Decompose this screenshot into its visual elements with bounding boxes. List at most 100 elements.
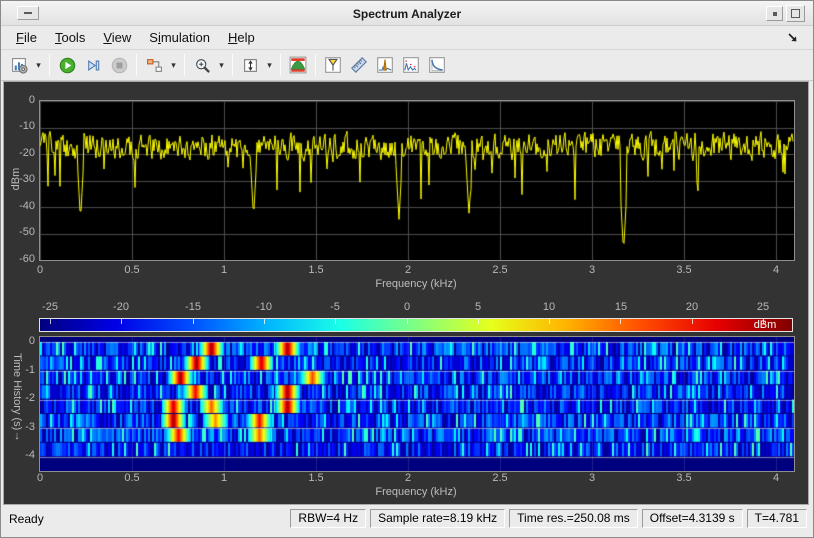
status-offset: Offset=4.3139 s bbox=[641, 509, 743, 528]
colorbar-unit-label: dBm bbox=[753, 319, 777, 331]
spectrogram-ytick: -3 bbox=[25, 421, 35, 433]
colorbar-tick: -15 bbox=[185, 301, 201, 313]
source-select-icon bbox=[146, 58, 162, 72]
colorbar-tick: -20 bbox=[113, 301, 129, 313]
spectrum-xtick: 3 bbox=[588, 264, 596, 276]
colorbar-notch bbox=[335, 319, 336, 324]
span-xy-button[interactable] bbox=[237, 53, 263, 78]
zoom-in-button[interactable] bbox=[189, 53, 215, 78]
scope-settings-caret[interactable]: ▾ bbox=[32, 53, 45, 78]
caret-down-icon: ▾ bbox=[267, 59, 272, 70]
spectrogram-xtick: 2 bbox=[404, 472, 412, 484]
ccdf-measurements-button[interactable] bbox=[424, 53, 450, 78]
status-time-resolution: Time res.=250.08 ms bbox=[509, 509, 638, 528]
down-arrow-icon: ↓ bbox=[14, 430, 20, 443]
distortion-measurements-button[interactable] bbox=[398, 53, 424, 78]
menu-file[interactable]: File bbox=[16, 30, 37, 45]
spectrum-ytick: -40 bbox=[19, 200, 35, 212]
colorbar-tick: 25 bbox=[756, 301, 770, 313]
spectrum-ytick: -50 bbox=[19, 226, 35, 238]
window-menu-button[interactable] bbox=[17, 6, 39, 20]
span-xy-caret[interactable]: ▾ bbox=[263, 53, 276, 78]
colorbar-tick: 5 bbox=[474, 301, 482, 313]
spectrum-xtick: 1 bbox=[220, 264, 228, 276]
menu-tools[interactable]: Tools bbox=[54, 30, 86, 45]
cursor-measurements-button[interactable] bbox=[320, 53, 346, 78]
signal-statistics-button[interactable] bbox=[346, 53, 372, 78]
toolbar: ▾ ▾ bbox=[1, 50, 813, 81]
step-forward-button[interactable] bbox=[80, 53, 106, 78]
stop-icon bbox=[111, 57, 127, 73]
maximize-button[interactable] bbox=[786, 5, 805, 22]
spectrogram-xtick: 1 bbox=[220, 472, 228, 484]
menu-help[interactable]: Help bbox=[227, 30, 255, 45]
toolbar-separator bbox=[136, 54, 137, 76]
ccdf-measurements-icon bbox=[429, 57, 445, 73]
spectrogram-plot[interactable] bbox=[39, 336, 795, 472]
titlebar: Spectrum Analyzer bbox=[1, 1, 813, 26]
colorbar-notch bbox=[692, 319, 693, 324]
colorbar-tick: 0 bbox=[403, 301, 411, 313]
colorbar-tick: -10 bbox=[256, 301, 272, 313]
cursor-measurements-icon bbox=[325, 57, 341, 73]
colorbar-tick: -5 bbox=[330, 301, 340, 313]
window-menu-icon bbox=[24, 12, 32, 14]
colorbar-tick: -25 bbox=[42, 301, 58, 313]
colorbar-notch bbox=[763, 319, 764, 324]
colorbar-notch bbox=[549, 319, 550, 324]
toolbar-separator bbox=[280, 54, 281, 76]
spectrogram-xtick: 2.5 bbox=[492, 472, 508, 484]
spectrum-ytick: -30 bbox=[19, 173, 35, 185]
source-select-caret[interactable]: ▾ bbox=[167, 53, 180, 78]
source-select-button[interactable] bbox=[141, 53, 167, 78]
zoom-caret[interactable]: ▾ bbox=[215, 53, 228, 78]
colorbar-notch bbox=[193, 319, 194, 324]
menu-view[interactable]: View bbox=[103, 30, 132, 45]
spectrogram-ytick: -2 bbox=[25, 392, 35, 404]
spectrogram-toggle-button[interactable] bbox=[285, 53, 311, 78]
status-ready: Ready bbox=[9, 511, 44, 526]
spectrogram-xtick: 0 bbox=[36, 472, 44, 484]
spectrogram-ylabel: Time History (s) ↓ bbox=[11, 353, 23, 443]
status-rbw: RBW=4 Hz bbox=[290, 509, 367, 528]
spectrum-xtick: 3.5 bbox=[676, 264, 692, 276]
run-icon bbox=[59, 57, 75, 73]
minimize-button[interactable] bbox=[766, 6, 783, 21]
colorbar-notch bbox=[50, 319, 51, 324]
spectrum-ytick: 0 bbox=[28, 94, 35, 106]
zoom-in-icon bbox=[195, 58, 210, 73]
minimize-icon bbox=[772, 11, 777, 16]
stop-button[interactable] bbox=[106, 53, 132, 78]
colorbar-notch bbox=[620, 319, 621, 324]
scope-settings-button[interactable] bbox=[6, 53, 32, 78]
peak-finder-button[interactable] bbox=[372, 53, 398, 78]
spectrogram-ytick: -4 bbox=[25, 449, 35, 461]
spectrogram-xtick: 4 bbox=[772, 472, 780, 484]
status-sim-time: T=4.781 bbox=[746, 509, 807, 528]
dock-arrow-icon bbox=[788, 33, 797, 42]
spectrum-xtick: 2.5 bbox=[492, 264, 508, 276]
spectrum-xtick: 2 bbox=[404, 264, 412, 276]
colorbar-tick: 20 bbox=[685, 301, 699, 313]
toolbar-separator bbox=[184, 54, 185, 76]
dock-button[interactable] bbox=[783, 29, 803, 47]
spectrum-plot[interactable] bbox=[39, 100, 795, 261]
colorbar-notch bbox=[407, 319, 408, 324]
scope-settings-icon bbox=[11, 57, 28, 74]
spectrum-ylabel: dBm bbox=[10, 167, 22, 191]
peak-finder-icon bbox=[377, 57, 393, 73]
run-button[interactable] bbox=[54, 53, 80, 78]
colorbar-tick: 15 bbox=[614, 301, 628, 313]
spectrogram-xtick: 3 bbox=[588, 472, 596, 484]
signal-statistics-icon bbox=[351, 57, 367, 73]
spectrogram-xtick: 0.5 bbox=[124, 472, 140, 484]
statusbar: Ready RBW=4 Hz Sample rate=8.19 kHz Time… bbox=[3, 507, 807, 530]
spectrogram-toggle-icon bbox=[289, 56, 307, 74]
status-sample-rate: Sample rate=8.19 kHz bbox=[370, 509, 506, 528]
spectrogram-xtick: 1.5 bbox=[308, 472, 324, 484]
caret-down-icon: ▾ bbox=[219, 59, 224, 70]
spectrum-xtick: 0.5 bbox=[124, 264, 140, 276]
menu-simulation[interactable]: Simulation bbox=[149, 30, 210, 45]
spectrum-ytick: -60 bbox=[19, 253, 35, 265]
